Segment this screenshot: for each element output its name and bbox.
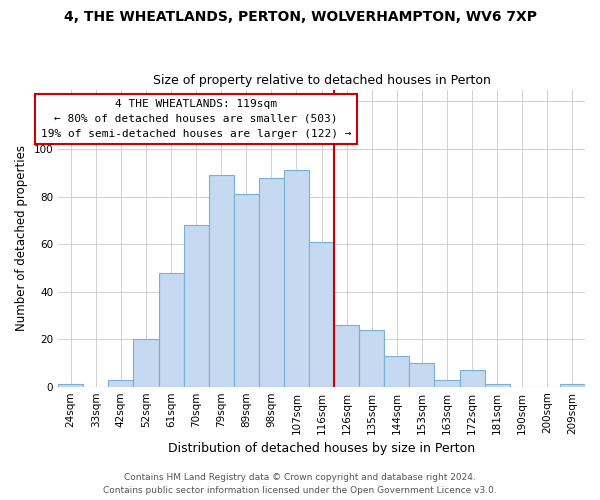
Bar — [259, 178, 284, 386]
Text: 4, THE WHEATLANDS, PERTON, WOLVERHAMPTON, WV6 7XP: 4, THE WHEATLANDS, PERTON, WOLVERHAMPTON… — [64, 10, 536, 24]
Y-axis label: Number of detached properties: Number of detached properties — [15, 145, 28, 331]
X-axis label: Distribution of detached houses by size in Perton: Distribution of detached houses by size … — [168, 442, 475, 455]
Bar — [309, 242, 334, 386]
Bar — [109, 380, 133, 386]
Bar — [409, 363, 434, 386]
Bar — [460, 370, 485, 386]
Bar — [359, 330, 385, 386]
Bar — [434, 380, 460, 386]
Bar — [209, 175, 234, 386]
Bar — [385, 356, 409, 386]
Text: Contains HM Land Registry data © Crown copyright and database right 2024.
Contai: Contains HM Land Registry data © Crown c… — [103, 473, 497, 495]
Bar — [334, 325, 359, 386]
Text: 4 THE WHEATLANDS: 119sqm
← 80% of detached houses are smaller (503)
19% of semi-: 4 THE WHEATLANDS: 119sqm ← 80% of detach… — [41, 99, 352, 138]
Title: Size of property relative to detached houses in Perton: Size of property relative to detached ho… — [152, 74, 491, 87]
Bar — [158, 272, 184, 386]
Bar — [133, 339, 158, 386]
Bar — [560, 384, 585, 386]
Bar — [234, 194, 259, 386]
Bar — [284, 170, 309, 386]
Bar — [58, 384, 83, 386]
Bar — [485, 384, 510, 386]
Bar — [184, 225, 209, 386]
